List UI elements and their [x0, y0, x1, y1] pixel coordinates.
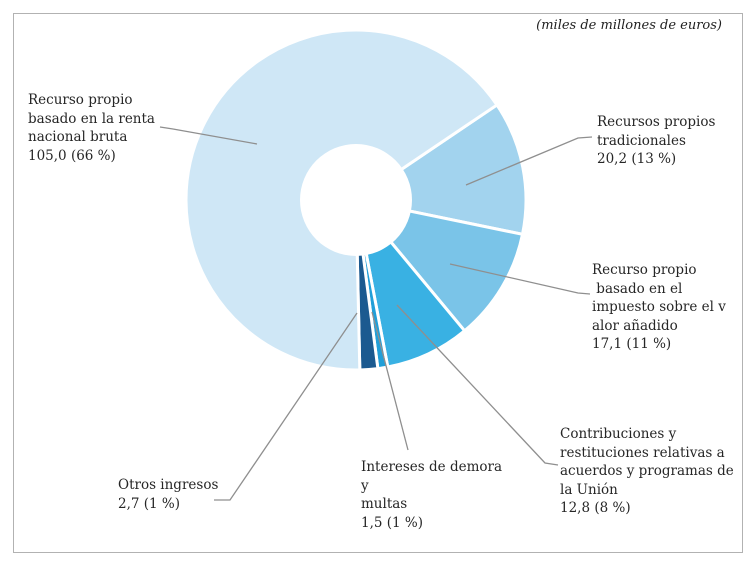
figure-border	[13, 13, 743, 553]
donut-slices	[184, 28, 528, 372]
label-tradicionales: Recursos propios tradicionales 20,2 (13 …	[597, 114, 716, 167]
donut-hole	[300, 144, 412, 256]
leader-intereses	[371, 311, 409, 451]
leader-otros	[214, 312, 358, 501]
label-otros: Otros ingresos 2,7 (1 %)	[118, 477, 219, 512]
unit-note: (miles de millones de euros)	[536, 18, 722, 33]
label-rnb: Recurso propio basado en la renta nacion…	[28, 92, 155, 164]
label-iva: Recurso propio basado en el impuesto sob…	[592, 262, 726, 352]
label-contribuciones: Contribuciones y restituciones relativas…	[560, 426, 734, 516]
leader-lines	[159, 126, 593, 501]
leader-iva	[449, 263, 591, 295]
label-intereses: Intereses de demora y multas 1,5 (1 %)	[361, 459, 503, 531]
leader-contribuciones	[396, 304, 559, 466]
leader-rnb	[159, 126, 258, 145]
leader-tradicionales	[465, 136, 593, 186]
